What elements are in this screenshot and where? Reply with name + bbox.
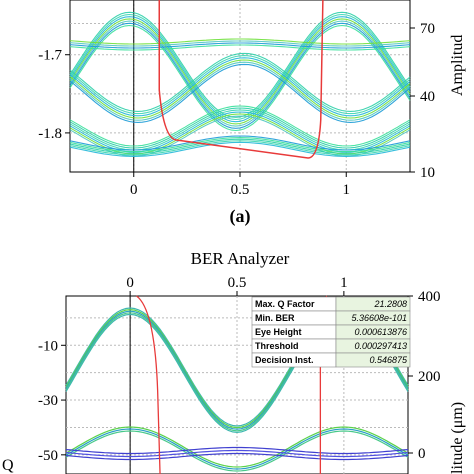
metrics-value-2: 0.000613876 [354,327,407,337]
bottom-left-axis-label-fragment: Q [2,457,14,474]
metrics-value-1: 5.36608e-101 [351,313,407,323]
top-bundle-high-6 [69,24,411,132]
panel-bottom: BER Analyzer 0 0.5 1 -10 -30 -50 400 200 0 Max. … [2,249,466,474]
top-bundle-upper-0 [69,38,411,45]
bot-arc-low-1 [65,428,409,470]
top-bundle-upper-3 [69,44,411,51]
top-right-axis-label: Amplitud [449,35,466,96]
top-xtick-label-0: 0 [130,182,138,198]
bottom-title: BER Analyzer [191,249,290,268]
top-bundle-mid-4 [69,61,411,121]
metrics-value-0: 21.2808 [373,299,407,309]
top-red-curve [158,0,324,159]
metrics-key-0: Max. Q Factor [255,299,315,309]
bot-xtick-label-1: 0.5 [228,275,247,291]
metrics-value-cell-4 [335,352,411,368]
top-bundle-high-3 [69,18,411,125]
metrics-value-3: 0.000297413 [354,341,407,351]
top-bundle-mid-2 [69,57,411,117]
metrics-key-2: Eye Height [255,327,302,337]
bot-ytick-label-left-0: -10 [38,338,58,354]
bot-ytick-label-right-2: 0 [418,446,426,462]
top-ytick-label-left-0: -1.7 [38,48,62,64]
bot-xtick-label-2: 1 [340,275,348,291]
bot-blue-2 [65,452,409,461]
top-ytick-label-left-1: -1.8 [38,126,62,142]
top-bundle-high-5 [69,22,411,129]
top-eye-traces [69,0,411,159]
top-bundle-base-2 [69,138,411,154]
top-bundle-mid-0 [69,52,411,112]
top-bundle-low-5 [69,115,411,157]
bot-ytick-label-left-1: -30 [38,393,58,409]
panel-top: -1.7 -1.8 70 40 10 0 0.5 1 Amplitud (a) [38,0,466,227]
top-bundle-upper-1 [69,40,411,47]
metrics-key-3: Threshold [255,341,299,351]
panel-label-a: (a) [230,206,251,227]
bot-blue-0 [65,446,409,455]
bottom-right-axis-label: litude (μm) [449,402,466,474]
top-bundle-low-1 [69,107,411,149]
top-ytick-label-right-1: 40 [420,89,435,105]
bot-ytick-label-left-2: -50 [38,448,58,464]
top-xtick-label-2: 1 [343,182,351,198]
top-bundle-high-4 [69,20,411,127]
metrics-key-4: Decision Inst. [255,355,314,365]
top-ytick-label-right-0: 70 [420,21,435,37]
bottom-axes: 0 0.5 1 -10 -30 -50 400 200 0 [38,275,441,464]
top-axes: -1.7 -1.8 70 40 10 0 0.5 1 [38,21,435,198]
top-bundle-base-1 [69,137,411,153]
bot-xtick-label-0: 0 [126,275,134,291]
top-ytick-label-right-2: 10 [420,165,435,181]
top-bundle-mid-1 [69,55,411,115]
top-bundle-high-2 [69,16,411,123]
top-bundle-upper-2 [69,42,411,49]
metrics-value-4: 0.546875 [369,355,408,365]
metrics-key-1: Min. BER [255,313,295,323]
bot-arc-low-2 [65,430,409,472]
top-xtick-label-1: 0.5 [231,182,250,198]
top-bundle-high-0 [69,11,411,118]
bot-ytick-label-right-0: 400 [418,289,441,305]
top-bundle-high-1 [69,13,411,121]
top-bundle-mid-5 [69,63,411,123]
metrics-table: Max. Q Factor 21.2808 Min. BER 5.36608e-101… [251,296,411,368]
top-bundle-base-0 [69,135,411,151]
top-bundle-mid-3 [69,59,411,119]
bot-ytick-label-right-1: 200 [418,369,441,385]
top-bundle-low-0 [69,105,411,147]
bot-arc-low-0 [65,426,409,468]
bot-blue-1 [65,449,409,458]
top-bundle-base-3 [69,140,411,156]
top-bundle-base-4 [69,141,411,157]
